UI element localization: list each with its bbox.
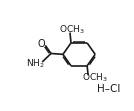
Text: O: O	[37, 39, 45, 49]
Text: H–Cl: H–Cl	[98, 84, 121, 94]
Text: NH$_2$: NH$_2$	[26, 58, 45, 70]
Text: OCH$_3$: OCH$_3$	[59, 23, 84, 36]
Text: OCH$_3$: OCH$_3$	[82, 71, 108, 84]
